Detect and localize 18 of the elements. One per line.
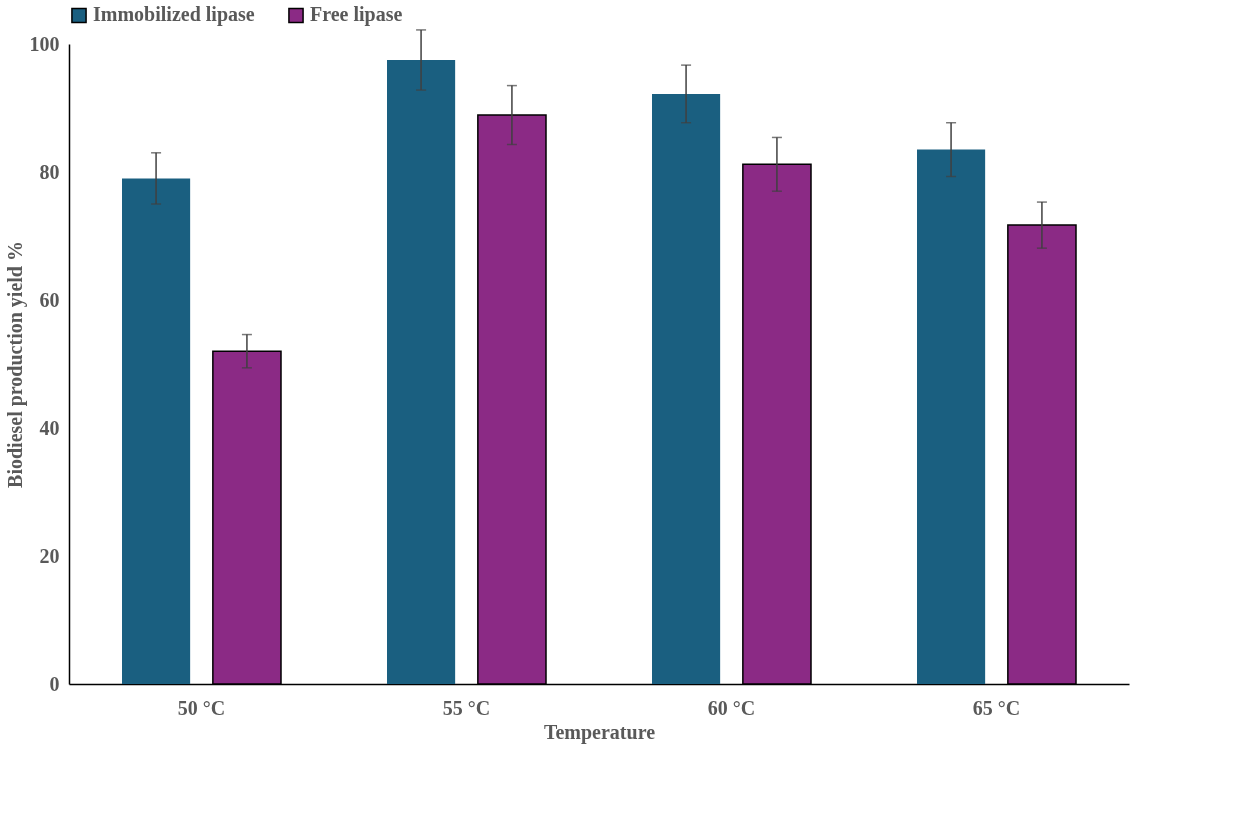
x-tick-label: 55 °C	[442, 696, 491, 719]
bar	[652, 93, 721, 684]
y-tick-label: 40	[39, 416, 60, 439]
x-tick-label: 60 °C	[707, 696, 756, 719]
legend-label: Immobilized lipase	[93, 3, 255, 27]
y-tick-label: 100	[29, 32, 60, 55]
bar	[122, 178, 191, 684]
y-axis-title: Biodiesel production yield %	[3, 241, 27, 488]
x-tick-label: 65 °C	[972, 696, 1021, 719]
legend-label: Free lipase	[310, 3, 403, 27]
x-tick-label: 50 °C	[177, 696, 226, 719]
y-tick-label: 80	[39, 160, 60, 183]
bar	[917, 149, 986, 684]
bar	[387, 60, 456, 684]
y-tick-label: 0	[49, 672, 60, 695]
y-tick-label: 60	[39, 288, 60, 311]
y-tick-label: 20	[39, 544, 60, 567]
x-axis-title: Temperature	[543, 720, 656, 744]
